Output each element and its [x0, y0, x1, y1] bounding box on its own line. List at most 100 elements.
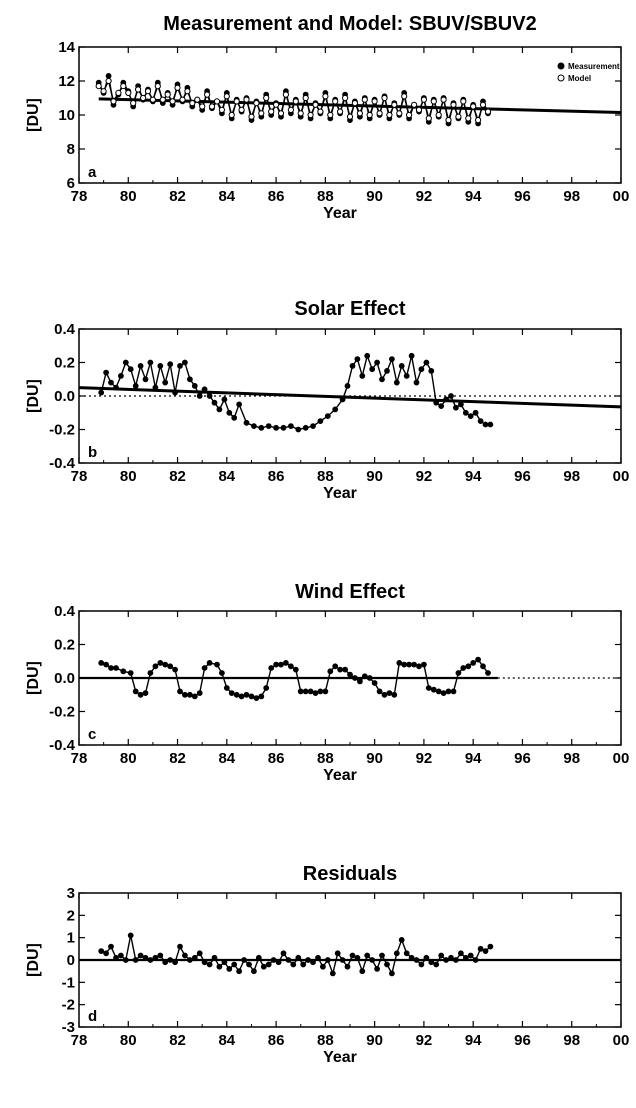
y-tick-label: 0.0 [54, 670, 75, 687]
data-point [221, 959, 228, 966]
data-point [398, 937, 405, 943]
data-point [480, 663, 486, 670]
x-axis-label: Year [323, 1049, 357, 1066]
data-point [393, 950, 400, 957]
data-point [167, 957, 174, 963]
model-point [332, 98, 339, 105]
x-tick-label: 78 [71, 468, 88, 485]
data-point [182, 691, 188, 698]
data-point [354, 954, 361, 961]
model-point [312, 101, 319, 108]
model-point [95, 83, 102, 90]
data-point [127, 932, 134, 939]
data-point [408, 954, 415, 961]
data-point [196, 950, 203, 957]
data-point [137, 363, 144, 369]
data-point [147, 957, 154, 963]
data-point [386, 690, 393, 696]
data-point [108, 665, 114, 671]
data-point [312, 690, 319, 696]
data-point [317, 688, 324, 695]
x-tick-label: 84 [218, 188, 235, 205]
data-point [201, 959, 208, 966]
data-point [369, 957, 376, 963]
data-point [465, 663, 472, 670]
data-point [354, 356, 361, 363]
x-tick-label: 00 [613, 750, 630, 767]
data-point [113, 665, 119, 671]
data-point [167, 663, 174, 670]
data-point [389, 356, 395, 363]
model-point [115, 89, 122, 97]
data-point [334, 950, 341, 957]
data-point [327, 668, 334, 675]
data-point [369, 366, 376, 373]
data-point [201, 665, 208, 671]
model-point [342, 94, 349, 102]
data-point [302, 424, 309, 431]
data-point [477, 418, 484, 425]
model-point [149, 96, 156, 103]
data-point [418, 366, 425, 373]
x-tick-label: 98 [563, 188, 580, 205]
data-point [253, 695, 260, 701]
data-point [255, 954, 262, 961]
x-tick-label: 80 [120, 1032, 137, 1049]
data-point [206, 393, 213, 399]
model-point [263, 94, 270, 102]
model-point [169, 98, 176, 105]
data-point [172, 666, 179, 673]
data-point [231, 961, 238, 968]
data-point [467, 413, 474, 420]
data-point [448, 393, 454, 399]
x-tick-label: 00 [613, 188, 630, 205]
y-axis-label: [DU] [25, 943, 42, 977]
x-tick-label: 78 [71, 188, 88, 205]
model-point [415, 106, 423, 114]
data-point [366, 675, 373, 681]
data-point [364, 352, 371, 359]
data-point [482, 948, 489, 954]
data-point [472, 957, 479, 963]
data-point [297, 688, 304, 695]
data-point [283, 660, 289, 666]
data-point [127, 670, 134, 676]
chart-title: Wind Effect [295, 581, 405, 603]
data-point [118, 373, 124, 379]
data-point [485, 670, 491, 676]
data-point [182, 359, 188, 366]
data-point [177, 363, 183, 369]
data-point [187, 957, 193, 963]
data-point [223, 685, 230, 691]
data-point [157, 660, 164, 666]
x-tick-label: 80 [120, 750, 137, 767]
data-point [196, 690, 203, 696]
model-point [130, 100, 137, 107]
x-tick-label: 86 [268, 188, 285, 205]
model-point [425, 115, 432, 122]
model-point [120, 83, 127, 90]
x-tick-label: 94 [465, 188, 482, 205]
data-point [292, 666, 299, 673]
data-point [191, 954, 198, 961]
model-point [440, 96, 447, 103]
x-axis-label: Year [323, 767, 357, 784]
x-tick-label: 84 [218, 468, 235, 485]
y-tick-label: -2 [62, 997, 75, 1014]
data-point [142, 690, 149, 696]
data-point [324, 413, 331, 420]
data-point [152, 954, 159, 961]
x-tick-label: 84 [218, 1032, 235, 1049]
model-point [233, 98, 240, 105]
data-point [379, 376, 385, 383]
data-point [113, 384, 119, 391]
data-point [438, 952, 445, 959]
y-axis-label: [DU] [25, 98, 42, 132]
data-point [408, 352, 415, 359]
data-point [401, 661, 408, 668]
model-point [213, 98, 221, 105]
model-point [356, 110, 363, 117]
model-point [361, 96, 368, 103]
model-point [406, 111, 413, 119]
